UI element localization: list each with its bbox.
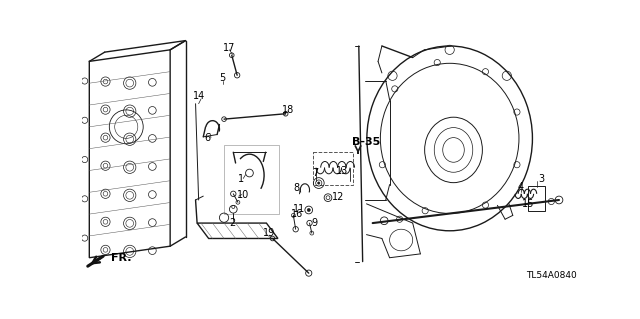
Bar — [528, 186, 545, 211]
Text: 17: 17 — [223, 42, 236, 53]
Text: 6: 6 — [204, 133, 210, 143]
Text: 9: 9 — [312, 218, 318, 228]
Text: 15: 15 — [522, 199, 534, 209]
Text: 8: 8 — [293, 183, 300, 193]
Text: 19: 19 — [262, 228, 275, 238]
Circle shape — [317, 182, 320, 184]
Text: 10: 10 — [237, 189, 250, 200]
Text: 2: 2 — [229, 218, 236, 228]
Text: 12: 12 — [332, 192, 344, 202]
Text: 7: 7 — [312, 168, 318, 178]
Text: B-35: B-35 — [352, 137, 380, 147]
Text: 4: 4 — [517, 182, 524, 192]
Text: 1: 1 — [238, 174, 244, 184]
Text: 18: 18 — [282, 105, 294, 115]
Text: 14: 14 — [193, 91, 205, 101]
Circle shape — [307, 208, 310, 211]
Text: 3: 3 — [538, 174, 545, 184]
Text: 11: 11 — [292, 204, 305, 214]
Bar — [224, 145, 280, 214]
Bar — [312, 152, 353, 185]
Text: 13: 13 — [336, 167, 348, 176]
Text: 5: 5 — [220, 73, 226, 83]
Text: 16: 16 — [291, 209, 303, 219]
Text: TL54A0840: TL54A0840 — [526, 271, 577, 280]
Text: FR.: FR. — [111, 253, 131, 263]
